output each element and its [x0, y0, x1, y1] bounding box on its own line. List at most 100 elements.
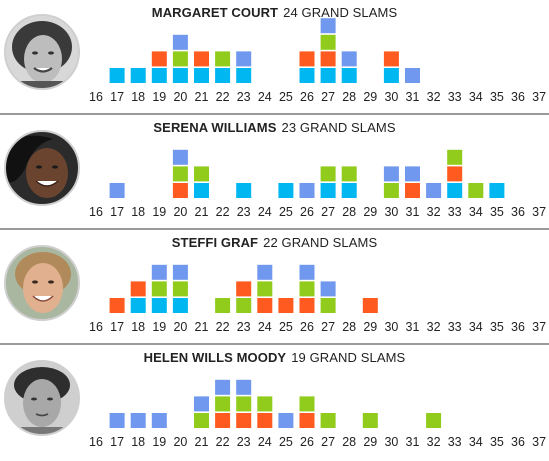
title-square-french-open — [194, 51, 209, 67]
title-square-wimbledon — [468, 183, 484, 198]
age-tick-label: 23 — [237, 435, 251, 449]
age-tick-label: 28 — [342, 320, 356, 334]
age-tick-label: 20 — [173, 90, 187, 104]
title-square-french-open — [257, 413, 273, 428]
title-square-us-open — [109, 413, 125, 428]
age-tick-label: 37 — [532, 90, 546, 104]
age-tick-label: 28 — [342, 90, 356, 104]
title-square-wimbledon — [215, 298, 231, 313]
panel-title: HELEN WILLS MOODY 19 GRAND SLAMS — [0, 350, 549, 365]
age-tick-label: 28 — [342, 205, 356, 219]
age-tick-label: 25 — [279, 320, 293, 334]
title-square-australian-open — [151, 68, 167, 83]
age-tick-label: 33 — [448, 90, 462, 104]
title-square-wimbledon — [215, 51, 231, 67]
age-tick-label: 17 — [110, 90, 124, 104]
title-square-us-open — [172, 149, 188, 165]
title-square-wimbledon — [194, 413, 209, 428]
title-square-australian-open — [236, 183, 252, 198]
bar-chart: 16 17 18 19 20 21 22 23 24 25 26 27 28 29 30 31 32 33 34 35… — [89, 18, 546, 104]
title-square-us-open — [426, 183, 442, 198]
title-square-australian-open — [320, 183, 336, 198]
age-tick-label: 36 — [511, 320, 525, 334]
title-square-us-open — [236, 379, 252, 395]
title-square-wimbledon — [172, 51, 188, 67]
age-tick-label: 22 — [216, 90, 230, 104]
age-tick-label: 37 — [532, 205, 546, 219]
title-square-us-open — [278, 413, 294, 428]
title-square-australian-open — [278, 183, 294, 198]
title-square-wimbledon — [320, 34, 336, 50]
grand-slam-count: 22 GRAND SLAMS — [263, 235, 378, 250]
title-square-french-open — [299, 51, 315, 67]
age-tick-label: 33 — [448, 205, 462, 219]
title-square-us-open — [257, 264, 273, 280]
age-tick-label: 18 — [131, 90, 145, 104]
age-tick-label: 31 — [406, 435, 420, 449]
age-tick-label: 37 — [532, 435, 546, 449]
grand-slam-count: 23 GRAND SLAMS — [281, 120, 396, 135]
age-tick-label: 34 — [469, 435, 483, 449]
title-square-french-open — [215, 413, 231, 428]
age-tick-label: 22 — [216, 205, 230, 219]
title-square-australian-open — [215, 68, 231, 83]
age-tick-label: 25 — [279, 205, 293, 219]
title-square-wimbledon — [299, 281, 315, 297]
age-tick-label: 24 — [258, 90, 272, 104]
age-tick-label: 19 — [152, 205, 166, 219]
player-name: HELEN WILLS MOODY — [143, 350, 287, 365]
title-square-us-open — [215, 379, 231, 395]
age-tick-label: 27 — [321, 320, 335, 334]
age-tick-label: 36 — [511, 205, 525, 219]
title-square-australian-open — [489, 183, 505, 198]
title-square-australian-open — [130, 68, 146, 83]
title-square-wimbledon — [320, 298, 336, 313]
title-square-us-open — [109, 183, 125, 198]
age-tick-label: 26 — [300, 320, 314, 334]
age-tick-label: 20 — [173, 435, 187, 449]
age-tick-label: 36 — [511, 90, 525, 104]
title-square-wimbledon — [383, 183, 399, 198]
age-tick-label: 18 — [131, 320, 145, 334]
age-tick-label: 21 — [195, 320, 209, 334]
age-tick-label: 21 — [195, 435, 209, 449]
age-tick-label: 26 — [300, 205, 314, 219]
age-tick-label: 16 — [89, 435, 103, 449]
bar-chart: 16 17 18 19 20 21 22 23 24 25 26 27 28 29 30 31 32 33 34 35… — [89, 149, 546, 219]
grand-slam-count: 24 GRAND SLAMS — [283, 5, 398, 20]
title-square-australian-open — [447, 183, 463, 198]
age-tick-label: 18 — [131, 435, 145, 449]
title-square-french-open — [362, 298, 378, 313]
age-tick-label: 28 — [342, 435, 356, 449]
age-tick-label: 29 — [363, 435, 377, 449]
age-tick-label: 21 — [195, 205, 209, 219]
age-tick-label: 22 — [216, 320, 230, 334]
age-tick-label: 36 — [511, 435, 525, 449]
age-tick-label: 32 — [427, 205, 441, 219]
divider — [0, 228, 549, 230]
title-square-us-open — [236, 51, 252, 67]
title-square-wimbledon — [257, 396, 273, 412]
age-tick-label: 35 — [490, 435, 504, 449]
age-tick-label: 32 — [427, 435, 441, 449]
player-panel-helen-wills-moody: HELEN WILLS MOODY 19 GRAND SLAMS 16 17 18 19… — [0, 345, 549, 460]
age-tick-label: 30 — [384, 90, 398, 104]
player-portrait — [4, 245, 80, 321]
title-square-wimbledon — [447, 149, 463, 165]
title-square-french-open — [299, 298, 315, 313]
age-tick-label: 24 — [258, 205, 272, 219]
title-square-french-open — [236, 281, 252, 297]
age-tick-label: 23 — [237, 90, 251, 104]
title-square-australian-open — [151, 298, 167, 313]
title-square-wimbledon — [426, 413, 442, 428]
title-square-us-open — [151, 413, 167, 428]
title-square-french-open — [405, 183, 420, 198]
title-square-us-open — [151, 264, 167, 280]
title-square-french-open — [236, 413, 252, 428]
title-square-australian-open — [236, 68, 252, 83]
title-square-wimbledon — [194, 166, 209, 182]
player-name: STEFFI GRAF — [171, 235, 259, 250]
title-square-wimbledon — [151, 281, 167, 297]
age-tick-label: 33 — [448, 320, 462, 334]
age-tick-label: 19 — [152, 435, 166, 449]
